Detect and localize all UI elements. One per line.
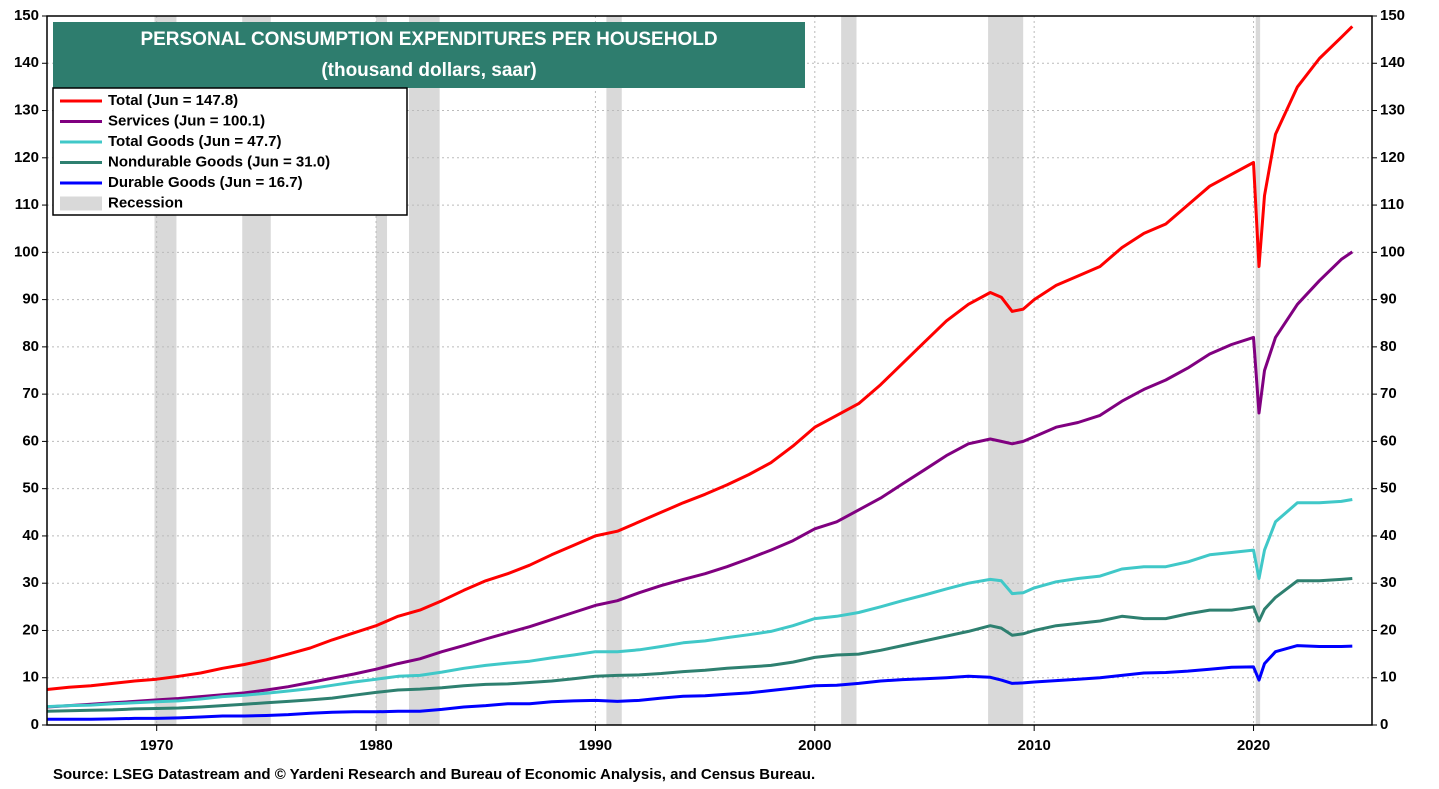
y-tick-label: 140	[14, 54, 39, 71]
y-tick-label: 120	[14, 149, 39, 166]
plot-frame	[46, 15, 1373, 726]
recession-band	[988, 16, 1024, 725]
x-tick-label: 1990	[579, 737, 612, 754]
y-tick-label: 60	[22, 432, 39, 449]
y2-tick-label: 100	[1380, 243, 1405, 260]
series-line	[46, 250, 1354, 709]
lines-layer	[46, 25, 1354, 721]
y-tick-label: 70	[22, 385, 39, 402]
x-tick-label: 2000	[798, 737, 831, 754]
background-layer	[47, 15, 1372, 726]
y-tick-label: 0	[31, 716, 39, 733]
series-line	[46, 498, 1353, 709]
y-tick-label: 50	[22, 480, 39, 497]
y2-tick-label: 110	[1380, 196, 1404, 213]
series-line	[46, 25, 1354, 691]
y2-tick-label: 30	[1380, 574, 1397, 591]
x-tick-label: 2010	[1017, 737, 1050, 754]
y-tick-label: 150	[14, 7, 39, 24]
y-tick-label: 80	[22, 338, 39, 355]
y-tick-label: 20	[22, 621, 39, 638]
series-line	[47, 644, 1353, 721]
y-tick-label: 100	[14, 243, 39, 260]
x-tick-label: 2020	[1237, 737, 1270, 754]
y2-tick-label: 140	[1380, 54, 1405, 71]
legend-label: Total Goods (Jun = 47.7)	[108, 133, 282, 150]
y2-tick-label: 0	[1380, 716, 1388, 733]
recession-band	[1255, 16, 1261, 725]
chart-subtitle: (thousand dollars, saar)	[321, 60, 536, 81]
legend-swatch	[60, 196, 102, 211]
y2-tick-label: 40	[1380, 527, 1397, 544]
y-tick-label: 130	[14, 102, 39, 119]
y-tick-label: 110	[15, 196, 39, 213]
y2-tick-label: 120	[1380, 149, 1405, 166]
x-tick-label: 1980	[359, 737, 392, 754]
legend-label: Total (Jun = 147.8)	[108, 92, 238, 109]
legend-label: Nondurable Goods (Jun = 31.0)	[108, 153, 330, 170]
title-box	[53, 22, 805, 88]
series-line	[46, 577, 1353, 713]
y2-tick-label: 90	[1380, 291, 1397, 308]
recession-band	[408, 16, 440, 725]
y2-tick-label: 130	[1380, 102, 1405, 119]
y2-tick-label: 20	[1380, 621, 1397, 638]
legend-label: Durable Goods (Jun = 16.7)	[108, 174, 303, 191]
y2-tick-label: 10	[1380, 669, 1397, 686]
source-note: Source: LSEG Datastream and © Yardeni Re…	[53, 766, 815, 783]
legend: Total (Jun = 147.8) Services (Jun = 100.1…	[60, 92, 330, 211]
recession-band	[841, 16, 857, 725]
y2-tick-label: 50	[1380, 480, 1397, 497]
y-tick-label: 90	[22, 291, 39, 308]
y-tick-label: 30	[22, 574, 39, 591]
legend-label: Recession	[108, 194, 183, 211]
y-tick-label: 10	[22, 669, 39, 686]
recession-band	[376, 16, 388, 725]
y2-tick-label: 60	[1380, 432, 1397, 449]
chart-title: PERSONAL CONSUMPTION EXPENDITURES PER HO…	[140, 29, 717, 50]
recession-band	[606, 16, 622, 725]
legend-box	[52, 87, 408, 216]
x-tick-label: 1970	[140, 737, 173, 754]
y-tick-label: 40	[22, 527, 39, 544]
legend-label: Services (Jun = 100.1)	[108, 112, 265, 129]
y2-tick-label: 70	[1380, 385, 1397, 402]
y2-tick-label: 150	[1380, 7, 1405, 24]
y2-tick-label: 80	[1380, 338, 1397, 355]
